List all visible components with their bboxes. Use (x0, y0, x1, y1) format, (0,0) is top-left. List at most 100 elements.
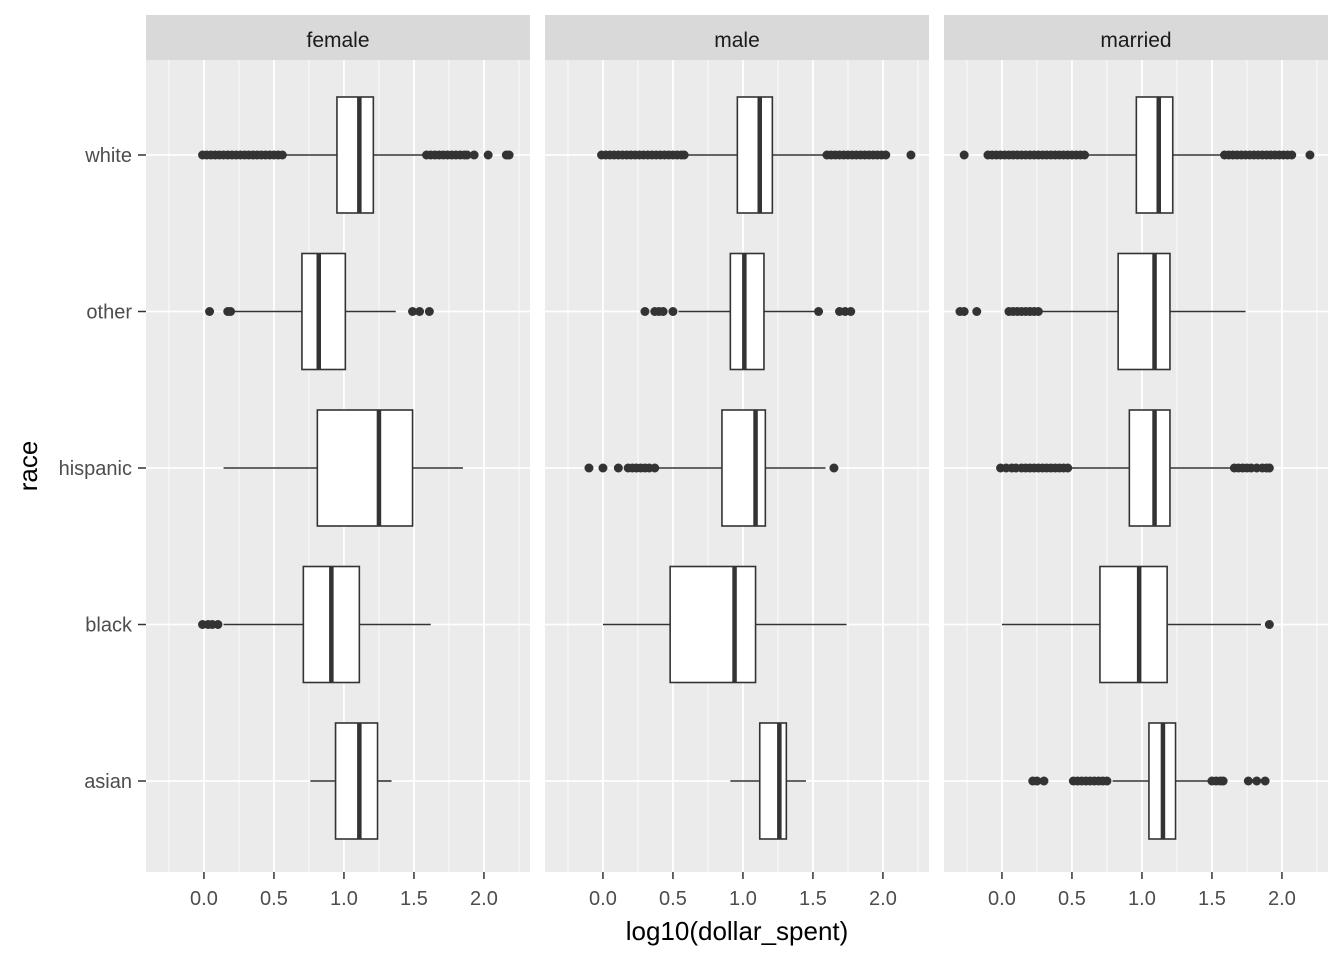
x-tick-label: 0.5 (1058, 888, 1086, 910)
outlier-point (658, 307, 668, 316)
outlier-point (814, 307, 824, 316)
outlier-point (277, 150, 287, 160)
box-iqr (758, 722, 788, 840)
outlier-point (1287, 150, 1297, 160)
outlier-point (1080, 150, 1090, 160)
box-iqr (1135, 96, 1174, 214)
outlier-point (408, 307, 418, 316)
box-hispanic (584, 409, 839, 527)
box-other (205, 252, 434, 371)
outlier-point (650, 463, 660, 473)
box-iqr (336, 96, 375, 214)
box-hispanic (996, 409, 1274, 527)
x-tick-label: 2.0 (869, 888, 897, 910)
outlier-point (469, 150, 479, 160)
facet-strip-label: female (306, 29, 369, 52)
box-white (597, 96, 916, 214)
box-iqr (729, 252, 765, 371)
outlier-point (668, 307, 678, 316)
box-white (198, 96, 514, 214)
outlier-point (1264, 620, 1274, 629)
y-axis-title: race (13, 441, 43, 492)
box-iqr (334, 722, 379, 840)
outlier-point (881, 150, 891, 160)
x-tick-label: 2.0 (470, 888, 498, 910)
outlier-point (1260, 776, 1270, 786)
outlier-point (1039, 776, 1049, 786)
outlier-point (972, 307, 982, 316)
box-asian (1028, 722, 1270, 840)
facet-panel-female: female 0.0 0.5 1.0 1.5 2.0 (146, 15, 530, 910)
facet-strip (944, 15, 1328, 60)
box-asian (730, 722, 806, 840)
box-other (640, 252, 856, 371)
box-iqr (1128, 409, 1171, 527)
x-tick-label: 0.5 (659, 888, 687, 910)
outlier-point (584, 463, 594, 473)
x-tick-label: 1.5 (799, 888, 827, 910)
outlier-point (415, 307, 425, 316)
box-iqr (1099, 565, 1168, 684)
outlier-point (959, 307, 969, 316)
outlier-point (205, 307, 215, 316)
box-white (959, 96, 1315, 214)
y-tick-label: other (86, 302, 132, 324)
y-tick-label: black (85, 615, 133, 637)
outlier-point (504, 150, 514, 160)
box-black (198, 565, 431, 684)
facet-strip-label: married (1100, 29, 1171, 52)
x-tick-label: 1.5 (400, 888, 428, 910)
x-tick-label: 1.0 (729, 888, 757, 910)
facet-panel-married: married 0.0 0.5 1.0 1.5 2.0 (944, 15, 1328, 910)
x-tick-label: 0.0 (988, 888, 1016, 910)
outlier-point (213, 620, 223, 629)
box-iqr (736, 96, 774, 214)
x-tick-label: 1.0 (1128, 888, 1156, 910)
facet-strip (146, 15, 530, 60)
x-tick-label: 0.0 (190, 888, 218, 910)
box-hispanic (223, 409, 463, 527)
outlier-point (1252, 776, 1262, 786)
x-axis-title: log10(dollar_spent) (626, 916, 849, 946)
outlier-point (613, 463, 623, 473)
outlier-point (959, 150, 969, 160)
outlier-point (679, 150, 689, 160)
outlier-point (1243, 776, 1253, 786)
y-tick-label: asian (84, 771, 132, 793)
x-tick-label: 1.0 (330, 888, 358, 910)
outlier-point (829, 463, 839, 473)
box-asian (310, 722, 392, 840)
x-tick-label: 0.0 (589, 888, 617, 910)
outlier-point (1033, 307, 1043, 316)
box-iqr (316, 409, 414, 527)
x-tick-label: 0.5 (260, 888, 288, 910)
outlier-point (1032, 776, 1042, 786)
box-other (955, 252, 1246, 371)
facet-panel-male: male 0.0 0.5 1.0 1.5 2.0 (545, 15, 929, 910)
box-iqr (669, 565, 757, 684)
facet-strip (545, 15, 929, 60)
box-black (1001, 565, 1274, 684)
facet-strip-label: male (714, 29, 760, 52)
box-black (602, 565, 847, 684)
outlier-point (640, 307, 650, 316)
y-tick-label: white (84, 145, 132, 167)
outlier-point (598, 463, 608, 473)
box-iqr (721, 409, 767, 527)
box-iqr (301, 252, 347, 371)
x-tick-label: 1.5 (1198, 888, 1226, 910)
box-iqr (1117, 252, 1171, 371)
outlier-point (846, 307, 856, 316)
outlier-point (1102, 776, 1112, 786)
outlier-point (1264, 463, 1274, 473)
outlier-point (1218, 776, 1228, 786)
outlier-point (1305, 150, 1315, 160)
x-tick-label: 2.0 (1268, 888, 1296, 910)
y-tick-label: hispanic (59, 458, 132, 480)
outlier-point (462, 150, 472, 160)
outlier-point (226, 307, 236, 316)
outlier-point (483, 150, 493, 160)
outlier-point (424, 307, 434, 316)
outlier-point (1063, 463, 1073, 473)
